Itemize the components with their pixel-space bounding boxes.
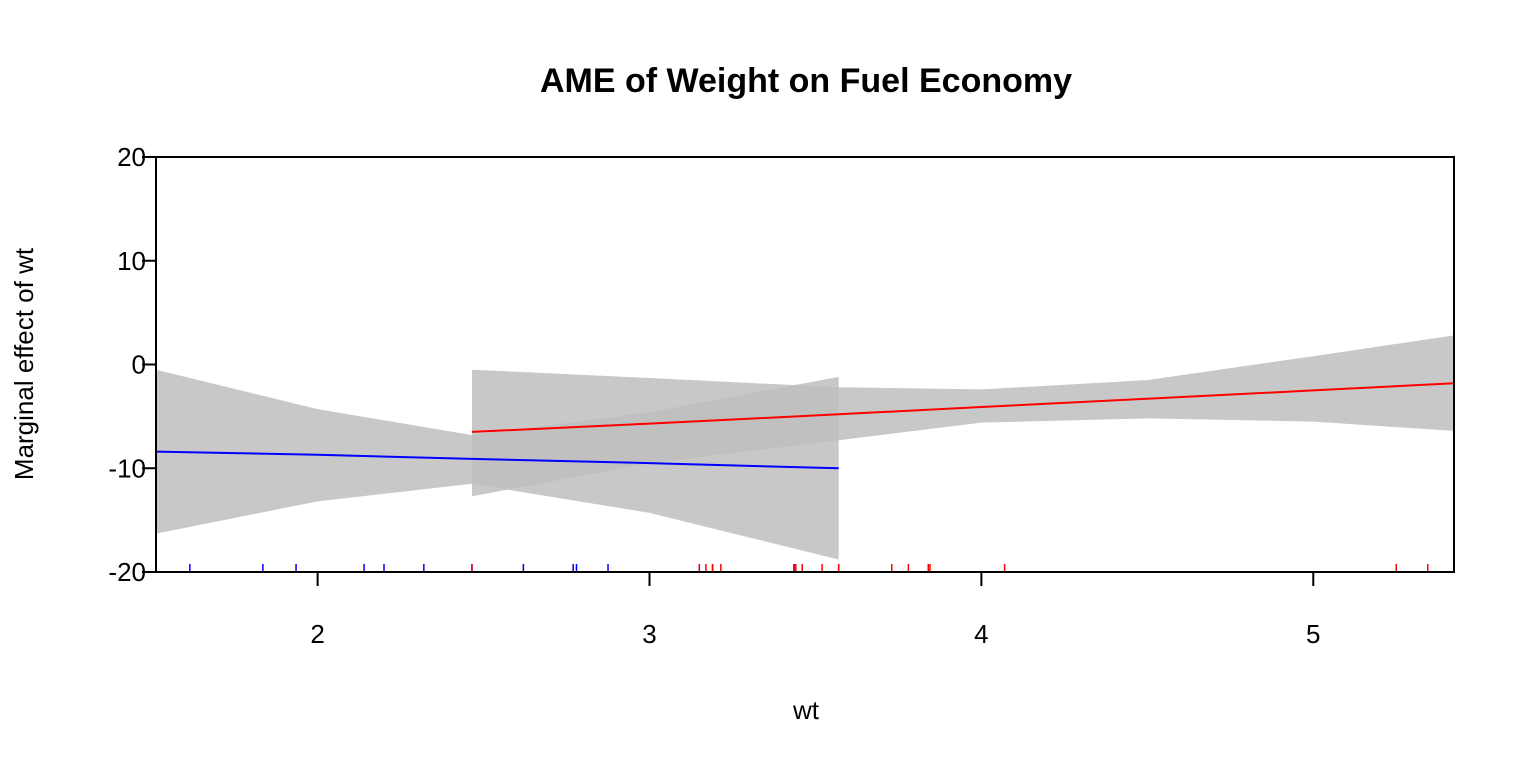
x-tick-label: 2 bbox=[310, 619, 324, 649]
y-tick-label: 0 bbox=[132, 350, 146, 380]
y-axis-label: Marginal effect of wt bbox=[9, 247, 39, 480]
x-axis-label: wt bbox=[792, 695, 820, 725]
x-tick-label: 4 bbox=[974, 619, 988, 649]
y-tick-label: 10 bbox=[117, 246, 146, 276]
series-line-1 bbox=[155, 450, 839, 470]
series-line-2 bbox=[471, 382, 1455, 433]
x-axis: 2 3 4 5 bbox=[310, 572, 1321, 649]
y-tick-label: -10 bbox=[108, 453, 146, 483]
y-tick-label: 20 bbox=[117, 142, 146, 172]
confidence-bands bbox=[156, 335, 1454, 560]
y-tick-label: -20 bbox=[108, 557, 146, 587]
rug-marks bbox=[189, 564, 1429, 572]
series-lines bbox=[155, 382, 1455, 470]
y-axis: 20 10 0 -10 -20 bbox=[108, 142, 156, 587]
x-tick-label: 3 bbox=[642, 619, 656, 649]
chart-title: AME of Weight on Fuel Economy bbox=[540, 62, 1072, 100]
confidence-band-2 bbox=[472, 335, 1454, 497]
x-tick-label: 5 bbox=[1306, 619, 1320, 649]
